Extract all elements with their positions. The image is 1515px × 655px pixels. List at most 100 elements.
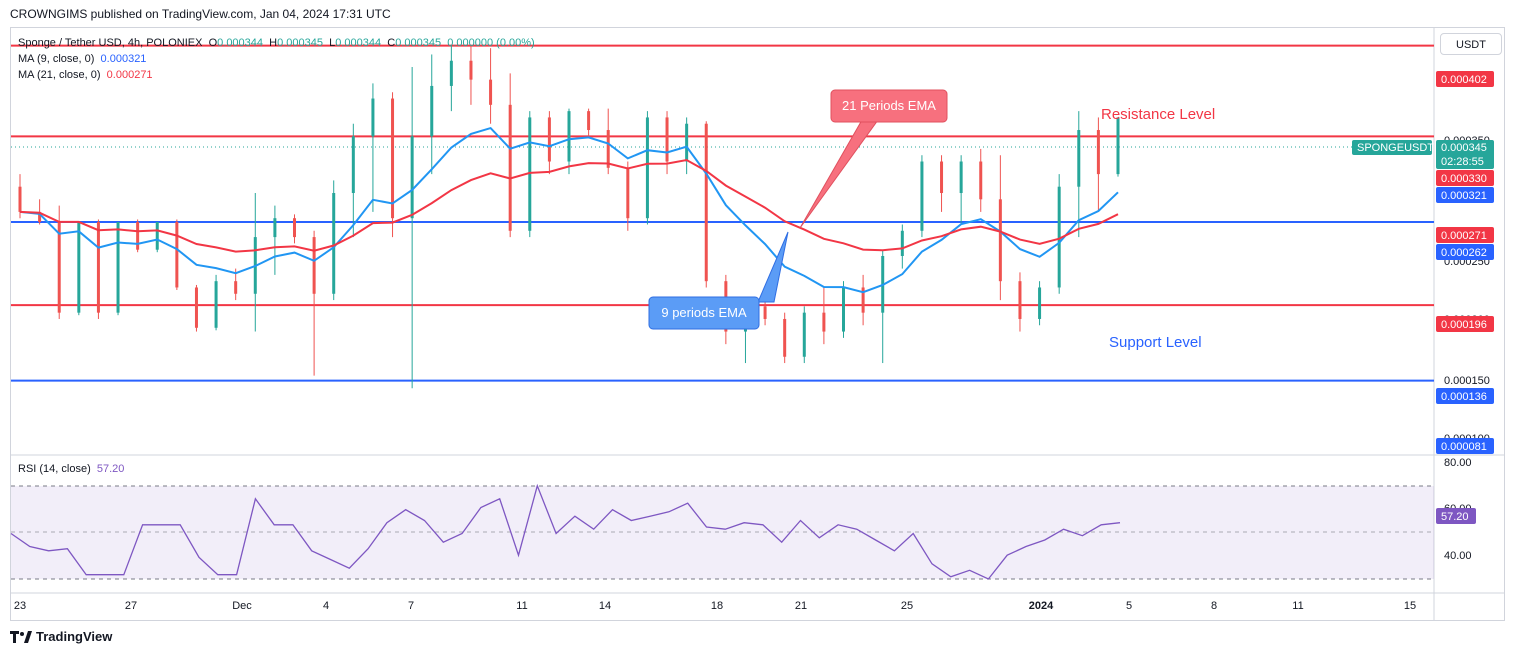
candle-body <box>175 221 179 288</box>
symbol-price-tag: SPONGEUSDT <box>1352 140 1434 155</box>
open-value: 0.000344 <box>217 37 264 49</box>
tradingview-brand: TradingView <box>36 629 113 644</box>
low-value: 0.000344 <box>335 37 382 49</box>
candle-body <box>1038 287 1042 319</box>
time-tick: 7 <box>408 600 414 612</box>
open-label: O <box>208 37 218 49</box>
currency-button[interactable]: USDT <box>1440 33 1502 55</box>
svg-text:0.000081: 0.000081 <box>1441 441 1487 453</box>
time-tick: 14 <box>599 600 611 612</box>
candle-body <box>606 130 610 168</box>
time-tick: 18 <box>711 600 723 612</box>
candle-body <box>783 318 787 357</box>
candle-body <box>802 312 806 357</box>
price-badge: 0.000136 <box>1436 388 1494 404</box>
candle-body <box>430 85 434 137</box>
support-label: Support Level <box>1109 334 1202 351</box>
ema9-callout-label: 9 periods EMA <box>661 305 747 320</box>
candle-body <box>704 123 708 282</box>
change-value: 0.000000 (0.00%) <box>447 37 535 49</box>
price-badge: 0.000321 <box>1436 187 1494 203</box>
candle-body <box>626 167 630 219</box>
tradingview-logo[interactable]: TradingView <box>10 629 112 644</box>
candle-body <box>547 117 551 162</box>
svg-text:SPONGEUSDT: SPONGEUSDT <box>1357 142 1434 154</box>
candle-body <box>116 221 120 313</box>
candle-body <box>234 281 238 294</box>
candle-body <box>567 111 571 162</box>
price-badge: 0.000262 <box>1436 244 1494 260</box>
ma9-label: MA (9, close, 0) <box>18 53 95 65</box>
candle-body <box>900 230 904 256</box>
rsi-label: RSI (14, close) <box>18 463 91 475</box>
candle-body <box>96 221 100 313</box>
candle-body <box>57 221 61 313</box>
candle-body <box>351 136 355 194</box>
ma9-row: MA (9, close, 0) 0.000321 <box>18 51 535 67</box>
candle-body <box>979 161 983 200</box>
candle-body <box>645 117 649 219</box>
rsi-value: 57.20 <box>96 463 125 475</box>
rsi-line[interactable] <box>10 483 1121 580</box>
chart-legend: Sponge / Tether USD, 4h, POLONIEX O0.000… <box>18 35 535 83</box>
rsi-tick: 40.00 <box>1444 550 1472 562</box>
candle-body <box>332 193 336 294</box>
time-tick: 2024 <box>1029 600 1054 612</box>
candle-body <box>469 60 473 80</box>
ohlc-row: Sponge / Tether USD, 4h, POLONIEX O0.000… <box>18 35 535 51</box>
candle-body <box>1018 281 1022 319</box>
time-tick: 11 <box>1292 600 1303 612</box>
time-axis[interactable]: 23 27 Dec 4 7 11 14 18 21 25 2024 5 8 11 15 <box>14 600 1416 612</box>
resistance-label: Resistance Level <box>1101 106 1215 123</box>
candle-body <box>763 306 767 319</box>
candle-body <box>136 221 140 250</box>
time-tick: 27 <box>125 600 137 612</box>
price-tick: 0.000150 <box>1444 375 1490 387</box>
candle-body <box>312 237 316 294</box>
price-badge: 0.000402 <box>1436 71 1494 87</box>
ema9-line[interactable] <box>19 126 1119 294</box>
close-value: 0.000345 <box>395 37 442 49</box>
symbol-label: Sponge / Tether USD, 4h, POLONIEX <box>18 37 203 49</box>
candle-body <box>1057 186 1061 288</box>
svg-text:0.000330: 0.000330 <box>1441 173 1487 185</box>
candle-body <box>587 111 591 131</box>
candle-body <box>391 98 395 219</box>
time-tick: 25 <box>901 600 913 612</box>
price-badge: 0.000271 <box>1436 227 1494 243</box>
candle-body <box>1077 130 1081 187</box>
price-badge: 0.000330 <box>1436 170 1494 186</box>
time-tick: 23 <box>14 600 26 612</box>
ma21-value: 0.000271 <box>106 69 153 81</box>
close-label: C <box>387 37 396 49</box>
time-tick: 8 <box>1211 600 1217 612</box>
high-value: 0.000345 <box>277 37 323 49</box>
chart-frame <box>10 27 1505 621</box>
candle-body <box>1096 130 1100 175</box>
svg-text:0.000321: 0.000321 <box>1441 190 1487 202</box>
ema21-line[interactable] <box>19 158 1119 253</box>
candle-body <box>155 221 159 250</box>
candle-body <box>940 161 944 194</box>
time-tick: 5 <box>1126 600 1132 612</box>
candle-body <box>449 60 453 86</box>
svg-text:0.000136: 0.000136 <box>1441 391 1487 403</box>
rsi-tick: 80.00 <box>1444 457 1472 469</box>
candle-body <box>18 186 22 212</box>
rsi-legend: RSI (14, close) 57.20 <box>18 463 124 475</box>
candle-body <box>822 312 826 332</box>
candle-body <box>410 136 414 219</box>
candle-body <box>1116 117 1120 175</box>
svg-text:0.000345: 0.000345 <box>1441 142 1487 154</box>
low-label: L <box>329 37 336 49</box>
time-tick: 4 <box>323 600 329 612</box>
svg-text:02:28:55: 02:28:55 <box>1441 156 1484 168</box>
candle-body <box>508 104 512 231</box>
ema9-callout: 9 periods EMA <box>648 231 789 330</box>
published-caption: CROWNGIMS published on TradingView.com, … <box>10 7 391 21</box>
candle-body <box>528 117 532 231</box>
candle-body <box>920 161 924 231</box>
price-badge: 0.000345 <box>1436 140 1494 169</box>
candle-body <box>685 123 689 162</box>
